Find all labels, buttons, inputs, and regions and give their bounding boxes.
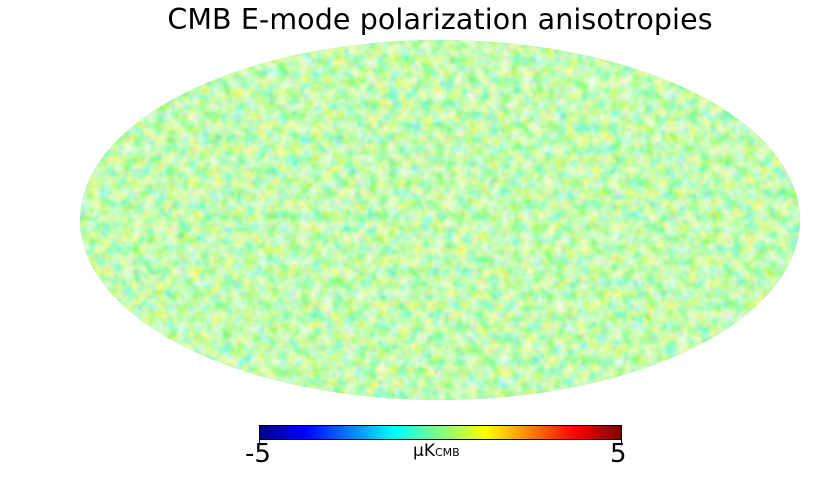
mollweide-sky-map: [80, 40, 800, 400]
map-title: CMB E-mode polarization anisotropies: [167, 3, 713, 36]
colorbar-max-tick: [621, 439, 622, 444]
colorbar-min-tick: [259, 439, 260, 444]
colorbar: [259, 425, 622, 440]
unit-prefix: μK: [413, 441, 435, 461]
colorbar-unit-label: μKCMB: [413, 443, 460, 460]
unit-subscript: CMB: [434, 446, 460, 459]
colorbar-min-label: -5: [245, 439, 271, 469]
colorbar-max-label: 5: [610, 439, 627, 469]
